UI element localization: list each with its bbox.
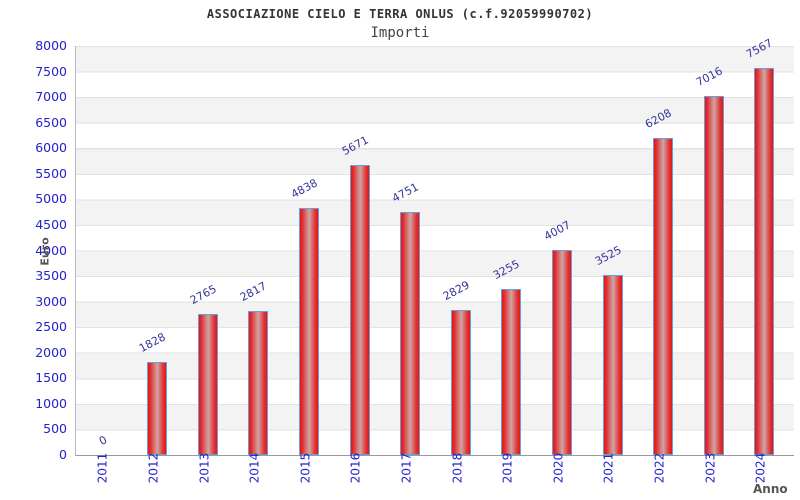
y-tick-label: 6500 [35, 114, 67, 130]
bar-2020 [552, 250, 572, 455]
x-tick-2017: 2017 [390, 453, 430, 500]
x-tick-label: 2015 [297, 452, 312, 484]
x-tick-2021: 2021 [593, 453, 633, 500]
x-tick-label: 2022 [652, 452, 667, 484]
x-tick-2015: 2015 [289, 453, 329, 500]
bar-2023 [703, 96, 724, 455]
bar-2024 [754, 68, 775, 455]
y-tick-label: 7000 [35, 89, 67, 105]
bar-2014 [248, 310, 269, 455]
x-tick-label: 2016 [348, 452, 363, 484]
bar-2022 [653, 137, 674, 455]
bar-2016 [349, 165, 370, 455]
bar-2015 [299, 207, 319, 455]
y-tick-label: 2500 [35, 319, 67, 335]
x-tick-label: 2021 [601, 452, 616, 484]
y-tick-label: 500 [43, 421, 67, 437]
y-tick-label: 1000 [35, 395, 67, 411]
x-tick-2012: 2012 [137, 453, 177, 500]
bar-2018 [450, 310, 471, 455]
chart-title: ASSOCIAZIONE CIELO E TERRA ONLUS (c.f.92… [206, 7, 594, 21]
bar-2012 [147, 361, 168, 455]
x-tick-label: 2019 [500, 452, 515, 484]
x-tick-2018: 2018 [441, 453, 481, 500]
y-tick-label: 4500 [35, 216, 67, 232]
y-tick-label: 1500 [35, 370, 67, 386]
x-tick-label: 2013 [196, 452, 211, 484]
x-tick-2020: 2020 [542, 453, 582, 500]
x-tick-label: 2020 [550, 452, 565, 484]
x-tick-label: 2012 [146, 452, 161, 484]
x-tick-label: 2014 [247, 452, 262, 484]
plot-area [75, 46, 794, 456]
x-tick-2023: 2023 [694, 453, 734, 500]
bar-2019 [501, 288, 522, 455]
y-tick-label: 7500 [35, 63, 67, 79]
y-tick-label: 6000 [35, 140, 67, 156]
x-axis-title: Anno [753, 482, 788, 496]
x-tick-2022: 2022 [643, 453, 683, 500]
x-tick-2013: 2013 [188, 453, 228, 500]
x-tick-2016: 2016 [340, 453, 380, 500]
y-tick-label: 5000 [35, 191, 67, 207]
y-tick-label: 4000 [35, 242, 67, 258]
chart-subtitle: Importi [370, 25, 430, 41]
x-tick-label: 2023 [702, 452, 717, 484]
x-tick-label: 2018 [449, 452, 464, 484]
bar-2017 [400, 212, 421, 455]
x-tick-label: 2024 [753, 452, 768, 484]
y-tick-label: 3500 [35, 268, 67, 284]
x-tick-label: 2011 [95, 452, 110, 484]
y-tick-label: 2000 [35, 344, 67, 360]
y-tick-label: 3000 [35, 293, 67, 309]
bar-2013 [197, 313, 218, 455]
x-tick-2019: 2019 [491, 453, 531, 500]
x-tick-2014: 2014 [238, 453, 278, 500]
bar-2021 [602, 274, 623, 455]
y-tick-label: 5500 [35, 165, 67, 181]
y-tick-label: 0 [59, 447, 67, 462]
x-tick-label: 2017 [399, 452, 414, 484]
y-tick-label: 8000 [35, 38, 67, 53]
x-tick-2011: 2011 [87, 453, 127, 500]
y-axis-title: Euro [38, 237, 52, 266]
